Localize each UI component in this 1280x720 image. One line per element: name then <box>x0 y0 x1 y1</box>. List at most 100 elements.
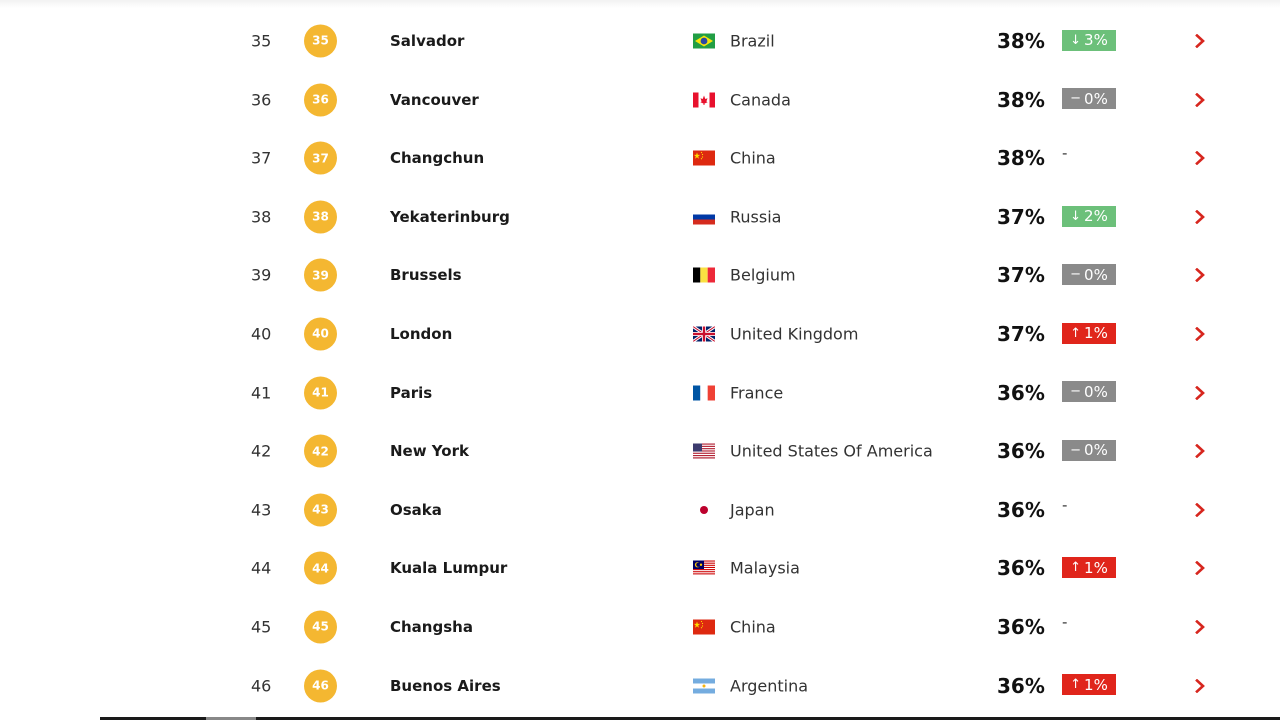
change-badge: ↑ 1% <box>1062 557 1116 579</box>
rank-badge: 40 <box>304 317 337 351</box>
change-badge: −0% <box>1062 88 1116 110</box>
change-value: 0% <box>1084 265 1108 284</box>
change-same-icon: − <box>1070 91 1082 107</box>
malaysia-flag-icon <box>693 560 715 576</box>
rank-badge: 39 <box>304 258 337 292</box>
ranking-row[interactable]: 37 37 Changchun China 38% - <box>0 129 1280 188</box>
rank-badge: 35 <box>304 24 337 58</box>
change-badge: - <box>1062 143 1072 164</box>
japan-flag-icon <box>693 502 715 518</box>
change-value: 0% <box>1084 89 1108 108</box>
city-name[interactable]: Vancouver <box>390 90 479 109</box>
change-value: 1% <box>1084 675 1108 694</box>
change-up-icon: ↑ <box>1070 677 1082 693</box>
change-value: 0% <box>1084 441 1108 460</box>
change-value: 2% <box>1084 207 1108 225</box>
city-name[interactable]: Changchun <box>390 149 485 168</box>
chevron-right-icon[interactable] <box>1193 33 1207 48</box>
congestion-percent: 37% <box>997 321 1045 346</box>
city-name[interactable]: Brussels <box>390 266 462 285</box>
change-badge: - <box>1062 612 1072 633</box>
country-name: France <box>730 383 784 403</box>
chevron-right-icon[interactable] <box>1193 444 1207 459</box>
congestion-percent: 36% <box>997 380 1045 405</box>
city-name[interactable]: Buenos Aires <box>390 676 501 695</box>
city-name[interactable]: London <box>390 324 453 343</box>
congestion-percent: 37% <box>997 204 1045 229</box>
city-name[interactable]: New York <box>390 442 469 461</box>
city-name[interactable]: Kuala Lumpur <box>390 559 508 578</box>
change-badge: −0% <box>1062 381 1116 403</box>
congestion-percent: 36% <box>997 614 1045 639</box>
rank-number: 36 <box>251 90 272 110</box>
chevron-right-icon[interactable] <box>1193 326 1207 341</box>
change-value: - <box>1062 613 1068 632</box>
belgium-flag-icon <box>693 267 715 283</box>
change-value: - <box>1062 144 1068 163</box>
rank-number: 37 <box>251 148 272 168</box>
chevron-right-icon[interactable] <box>1193 619 1207 634</box>
change-badge: ↑ 1% <box>1062 322 1116 344</box>
chevron-right-icon[interactable] <box>1193 268 1207 283</box>
city-name[interactable]: Paris <box>390 383 433 402</box>
chevron-right-icon[interactable] <box>1193 209 1207 224</box>
country-name: China <box>730 148 776 168</box>
chevron-right-icon[interactable] <box>1193 151 1207 166</box>
rank-number: 41 <box>251 383 272 403</box>
france-flag-icon <box>693 385 715 401</box>
ranking-row[interactable]: 46 46 Buenos Aires Argentina 36% ↑ 1% <box>0 656 1280 715</box>
bottom-scroll-thumb[interactable] <box>206 717 256 720</box>
congestion-percent: 38% <box>997 146 1045 171</box>
city-name[interactable]: Yekaterinburg <box>390 207 510 226</box>
change-value: 3% <box>1084 31 1108 50</box>
chevron-right-icon[interactable] <box>1193 92 1207 107</box>
chevron-right-icon[interactable] <box>1193 561 1207 576</box>
change-down-icon: ↓ <box>1070 32 1082 48</box>
ranking-row[interactable]: 43 43 Osaka Japan 36% - <box>0 481 1280 540</box>
brazil-flag-icon <box>693 33 715 49</box>
change-badge: ↑ 1% <box>1062 674 1116 696</box>
ranking-row[interactable]: 42 42 New York United States Of America 36% −… <box>0 422 1280 481</box>
rank-number: 46 <box>251 676 272 696</box>
rank-number: 39 <box>251 265 272 285</box>
ranking-row[interactable]: 44 44 Kuala Lumpur Malaysia 36% ↑ 1% <box>0 539 1280 598</box>
russia-flag-icon <box>693 209 715 225</box>
change-value: 1% <box>1084 324 1108 343</box>
city-name[interactable]: Changsha <box>390 617 473 636</box>
top-shade <box>0 0 1280 8</box>
rank-number: 42 <box>251 441 272 461</box>
argentina-flag-icon <box>693 678 715 694</box>
change-badge: −0% <box>1062 439 1116 461</box>
country-name: United Kingdom <box>730 324 859 344</box>
chevron-right-icon[interactable] <box>1193 385 1207 400</box>
rank-number: 38 <box>251 207 272 227</box>
ranking-row[interactable]: 39 39 Brussels Belgium 37% −0% <box>0 246 1280 305</box>
change-down-icon: ↓ <box>1070 208 1082 224</box>
ranking-row[interactable]: 35 35 Salvador Brazil 38% ↓ 3% <box>0 12 1280 71</box>
chevron-right-icon[interactable] <box>1193 502 1207 517</box>
ranking-row[interactable]: 36 36 Vancouver Canada 38% −0% <box>0 70 1280 129</box>
congestion-percent: 38% <box>997 87 1045 112</box>
country-name: China <box>730 617 776 637</box>
city-name[interactable]: Osaka <box>390 500 442 519</box>
rank-number: 43 <box>251 500 272 520</box>
congestion-percent: 36% <box>997 497 1045 522</box>
city-name[interactable]: Salvador <box>390 31 465 50</box>
canada-flag-icon <box>693 92 715 108</box>
ranking-row[interactable]: 45 45 Changsha China 36% - <box>0 598 1280 657</box>
rank-number: 40 <box>251 324 272 344</box>
change-up-icon: ↑ <box>1070 560 1082 576</box>
change-badge: ↓ 2% <box>1062 205 1116 227</box>
change-value: 1% <box>1084 558 1108 577</box>
congestion-percent: 38% <box>997 28 1045 53</box>
ranking-row[interactable]: 40 40 London United Kingdom 37% ↑ 1% <box>0 305 1280 364</box>
ranking-row[interactable]: 38 38 Yekaterinburg Russia 37% ↓ 2% <box>0 188 1280 247</box>
chevron-right-icon[interactable] <box>1193 678 1207 693</box>
change-up-icon: ↑ <box>1070 325 1082 341</box>
country-name: United States Of America <box>730 441 933 461</box>
change-badge: ↓ 3% <box>1062 29 1116 51</box>
change-value: - <box>1062 496 1068 514</box>
rank-badge: 41 <box>304 376 337 410</box>
ranking-row[interactable]: 41 41 Paris France 36% −0% <box>0 363 1280 422</box>
